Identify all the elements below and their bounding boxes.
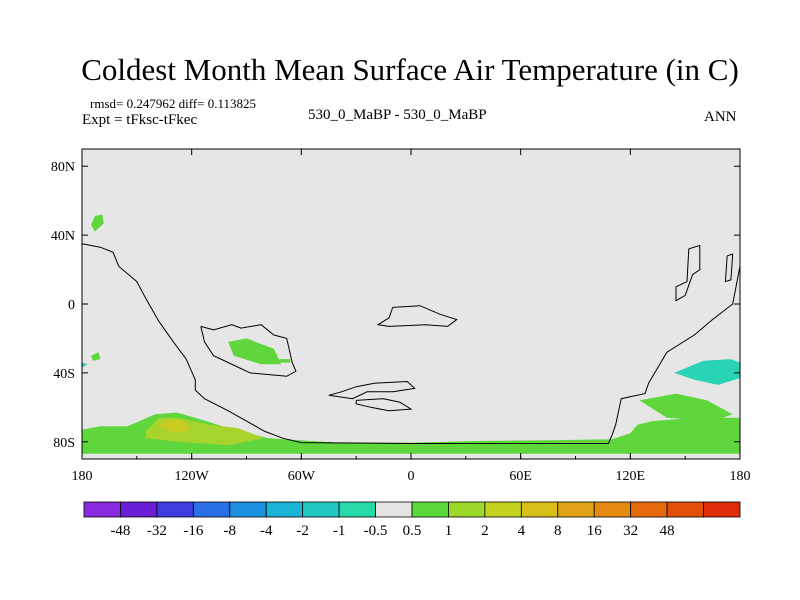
y-tick-label: 80S [53,436,75,451]
colorbar-swatch [666,501,704,518]
region-yellow-patch [158,419,192,434]
region-south-atlantic-blob [228,338,282,365]
colorbar-swatch [484,501,522,518]
x-tick-label: 0 [408,469,415,484]
colorbar-swatch [156,501,194,518]
colorbar-label: -48 [110,523,130,539]
colorbar-label: 16 [587,523,603,539]
colorbar-label: -2 [296,523,309,539]
chart-title: Coldest Month Mean Surface Air Temperatu… [81,52,739,87]
coastline [355,398,413,412]
colorbar-label: 4 [518,523,526,539]
coastline [376,305,458,327]
colorbar-label: -32 [147,523,167,539]
y-tick-label: 40S [53,367,75,382]
region-west-ocean-speck [91,352,101,361]
experiment-label: Expt = tFksc-tFkec [82,112,198,128]
colorbar-swatch [229,501,267,518]
region-far-west-cyan [82,362,88,368]
region-north-pacific-blob [91,214,104,232]
coastline [82,243,740,444]
colorbar-swatch [630,501,668,518]
colorbar-label: 2 [481,523,489,539]
coastline [200,324,297,377]
period-label: ANN [704,109,737,125]
colorbar-label: 0.5 [403,523,422,539]
region-south-speck [279,359,291,363]
colorbar-swatch [593,501,632,518]
y-tick-label: 0 [68,298,75,313]
colorbar-swatch [375,501,413,518]
x-tick-label: 180 [72,469,93,484]
region-indian-ocean-blob [639,393,733,422]
region-australia-cyan [674,359,740,385]
coastline [724,253,734,283]
colorbar-swatch [83,501,121,518]
colorbar-swatch [265,501,304,518]
colorbar-label: 8 [554,523,562,539]
x-tick-label: 120W [175,469,210,484]
colorbar-swatch [192,501,231,518]
colorbar-swatch [338,501,376,518]
coastline [328,380,416,400]
x-tick-label: 120E [616,469,646,484]
case-label: 530_0_MaBP - 530_0_MaBP [308,107,487,123]
colorbar-label: -16 [183,523,203,539]
colorbar-swatch [448,501,486,518]
stats-text: rmsd= 0.247962 diff= 0.113825 [90,96,256,111]
colorbar-swatch [302,501,340,518]
colorbar-swatch [120,501,158,518]
colorbar-label: -0.5 [364,523,388,539]
colorbar-swatch [520,501,559,518]
colorbar-label: -8 [224,523,237,539]
colorbar-label: -4 [260,523,273,539]
colorbar-swatch [703,501,741,518]
colorbar-swatch [411,501,449,518]
map-background [82,149,740,459]
x-tick-label: 180 [730,469,751,484]
coastline [675,244,701,302]
y-tick-label: 40N [51,229,75,244]
y-tick-label: 80N [51,160,75,175]
colorbar-label: 1 [445,523,453,539]
colorbar-label: 48 [660,523,675,539]
colorbar-label: -1 [333,523,346,539]
colorbar-label: 32 [623,523,638,539]
colorbar-swatch [557,501,595,518]
x-tick-label: 60W [288,469,316,484]
x-tick-label: 60E [509,469,532,484]
